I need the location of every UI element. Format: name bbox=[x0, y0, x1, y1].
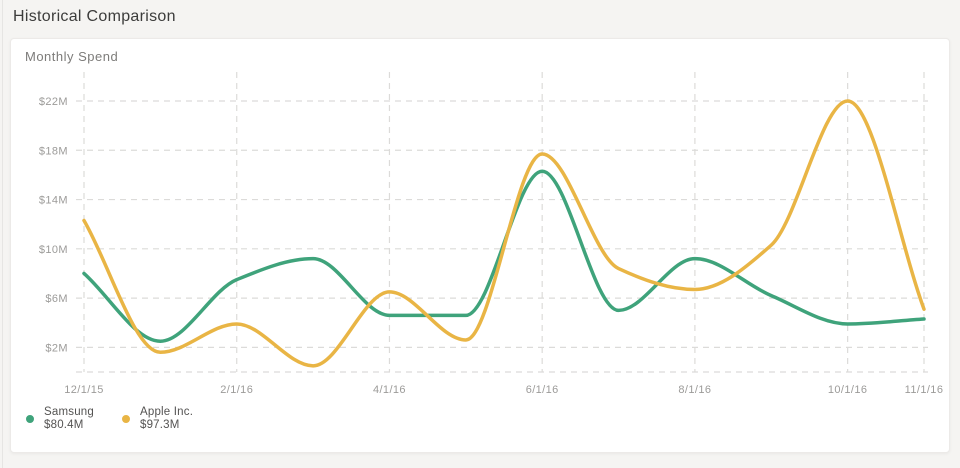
legend-series-name: Samsung bbox=[44, 406, 94, 418]
x-tick-label: 6/1/16 bbox=[526, 384, 559, 396]
x-tick-label: 4/1/16 bbox=[373, 384, 406, 396]
x-tick-label: 10/1/16 bbox=[828, 384, 868, 396]
y-tick-label: $2M bbox=[45, 342, 68, 354]
series-line-apple-inc- bbox=[82, 99, 926, 368]
x-tick-label: 11/1/16 bbox=[905, 384, 944, 396]
x-tick-label: 12/1/15 bbox=[64, 384, 104, 396]
samsung-series-icon bbox=[26, 415, 34, 423]
legend-series-total: $97.3M bbox=[139, 419, 180, 431]
y-tick-label: $18M bbox=[39, 145, 68, 157]
legend-series-total: $80.4M bbox=[44, 419, 84, 431]
x-tick-label: 2/1/16 bbox=[220, 384, 253, 396]
chart-legend: Samsung $80.4M Apple Inc. $97.3M bbox=[26, 406, 937, 432]
y-tick-label: $6M bbox=[45, 293, 68, 305]
legend-series-name: Apple Inc. bbox=[139, 406, 194, 418]
chart-area: $2M $6M $10M $14M $18M $22M 12/1/15 2/1/16 4/1/1… bbox=[23, 64, 943, 398]
page-title: Historical Comparison bbox=[13, 8, 176, 25]
page-left-border bbox=[2, 0, 3, 468]
page-header: Historical Comparison bbox=[0, 0, 960, 32]
legend-item-samsung[interactable]: Samsung $80.4M bbox=[26, 406, 94, 432]
spend-line-chart: $2M $6M $10M $14M $18M $22M 12/1/15 2/1/16 4/1/1… bbox=[39, 72, 943, 396]
legend-item-apple-inc[interactable]: Apple Inc. $97.3M bbox=[121, 406, 194, 432]
x-tick-label: 8/1/16 bbox=[678, 384, 711, 396]
apple-inc-series-icon bbox=[121, 415, 130, 423]
y-tick-label: $22M bbox=[39, 96, 68, 108]
y-tick-label: $10M bbox=[39, 244, 68, 256]
y-tick-label: $14M bbox=[39, 195, 68, 207]
monthly-spend-card: Monthly Spend $2M $6M $10M $14M $18M $22M 12/1… bbox=[10, 38, 950, 453]
card-title: Monthly Spend bbox=[25, 49, 119, 64]
